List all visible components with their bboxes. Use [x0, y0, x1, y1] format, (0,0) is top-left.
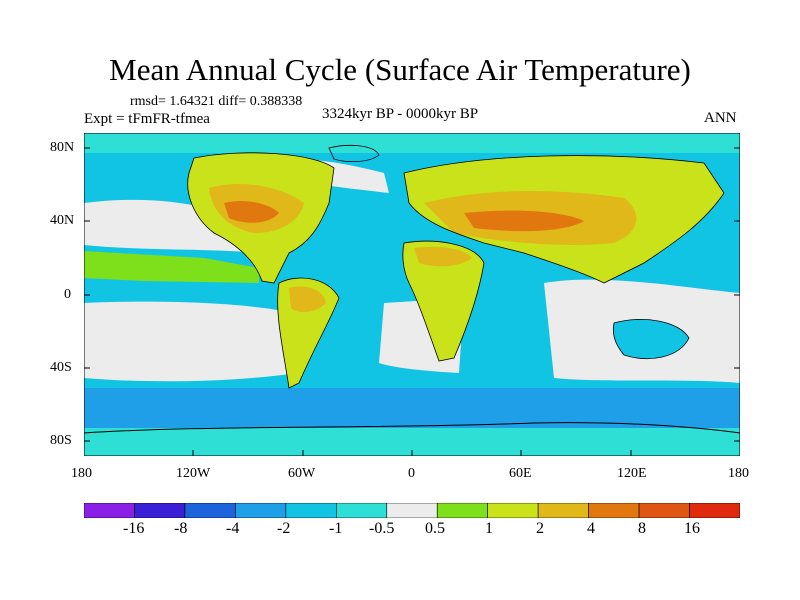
- rmsd-stats: rmsd= 1.64321 diff= 0.388338: [130, 94, 303, 109]
- southern-ocean-band: [84, 388, 740, 428]
- colorbar-swatch-5: [336, 503, 388, 518]
- colorbar-label-9: 4: [587, 520, 595, 537]
- eurasia-outline: [403, 155, 725, 284]
- colorbar-swatch-6: [386, 503, 438, 518]
- eurasia-hottest: [464, 210, 584, 232]
- colorbar-swatch-0: [84, 503, 135, 518]
- lat-label-80n: 80N: [50, 140, 75, 155]
- colorbar-swatch-9: [537, 503, 589, 518]
- colorbar-label-5: -0.5: [369, 520, 395, 537]
- lon-label-120w: 120W: [176, 466, 211, 481]
- time-period-label: 3324kyr BP - 0000kyr BP: [322, 106, 479, 122]
- south-america-outline: [277, 277, 340, 389]
- plot-title: Mean Annual Cycle (Surface Air Temperatu…: [109, 52, 691, 87]
- lon-label-0: 0: [408, 466, 415, 481]
- colorbar: [84, 503, 740, 518]
- tropical-pacific-warm: [84, 251, 259, 283]
- coastlines: [187, 144, 725, 389]
- lat-label-40s: 40S: [50, 360, 72, 375]
- australia-region: [613, 319, 689, 359]
- colorbar-label-11: 16: [684, 520, 700, 537]
- colorbar-label-10: 8: [638, 520, 646, 537]
- greenland-outline: [328, 144, 380, 163]
- lon-label-180w: 180: [71, 466, 92, 481]
- antarctica-coastline: [84, 422, 740, 434]
- experiment-label: Expt = tFmFR-tfmea: [84, 111, 210, 127]
- lon-label-180e: 180: [728, 466, 749, 481]
- lon-label-120e: 120E: [617, 466, 647, 481]
- colorbar-label-0: -16: [123, 520, 145, 537]
- colorbar-swatch-7: [436, 503, 488, 518]
- colorbar-swatch-4: [285, 503, 337, 518]
- colorbar-label-6: 0.5: [425, 520, 445, 537]
- north-america-hottest: [224, 201, 279, 223]
- lat-label-80s: 80S: [50, 433, 72, 448]
- colorbar-label-1: -8: [174, 520, 188, 537]
- africa-region: [402, 241, 484, 361]
- africa-outline: [402, 240, 485, 362]
- lon-label-60w: 60W: [288, 466, 316, 481]
- colorbar-swatch-10: [588, 503, 640, 518]
- africa-hot: [414, 246, 472, 267]
- colorbar-swatch-1: [134, 503, 186, 518]
- colorbar-label-7: 1: [485, 520, 493, 537]
- lon-label-60e: 60E: [509, 466, 532, 481]
- colorbar-label-8: 2: [536, 520, 544, 537]
- australia-outline: [612, 319, 690, 359]
- temperature-anomaly-map: [84, 133, 740, 456]
- arctic-band: [84, 133, 740, 153]
- map-ticks: [84, 147, 740, 456]
- north-america-outline: [187, 152, 335, 284]
- colorbar-label-3: -2: [277, 520, 291, 537]
- colorbar-swatch-12: [689, 503, 740, 518]
- lat-label-equator: 0: [64, 287, 71, 302]
- season-label: ANN: [704, 110, 737, 126]
- south-pacific-neutral: [84, 301, 314, 382]
- colorbar-label-2: -4: [226, 520, 240, 537]
- south-america-hot: [289, 286, 326, 313]
- colorbar-swatch-8: [487, 503, 539, 518]
- colorbar-swatch-11: [638, 503, 690, 518]
- lat-label-40n: 40N: [50, 213, 75, 228]
- colorbar-swatch-3: [235, 503, 287, 518]
- colorbar-swatch-2: [184, 503, 236, 518]
- colorbar-label-4: -1: [329, 520, 343, 537]
